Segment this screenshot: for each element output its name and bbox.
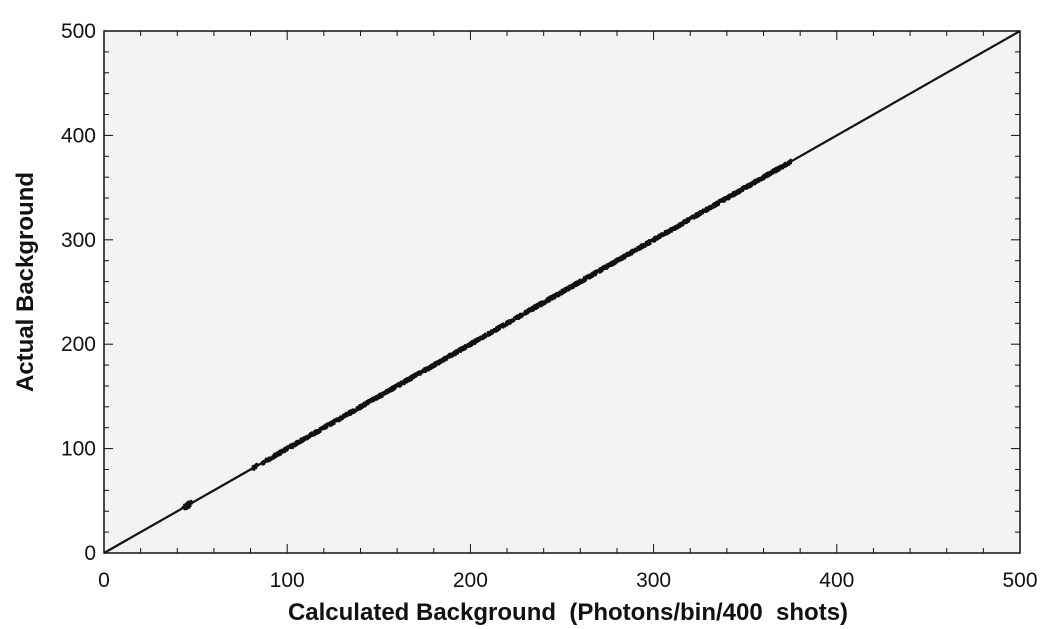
- tick-labels-group: 0 100 200 300 400 500 0 100 200 300 400 500: [61, 20, 1038, 592]
- y-tick-label: 300: [61, 229, 96, 252]
- y-tick-label: 400: [61, 124, 96, 147]
- x-axis-title: Calculated Background (Photons/bin/400 s…: [288, 599, 848, 626]
- y-axis-title: Actual Background: [12, 172, 39, 392]
- plot-frame: [103, 30, 1021, 554]
- x-tick-label: 500: [1002, 569, 1037, 592]
- x-tick-label: 300: [636, 569, 671, 592]
- identity-line: [103, 30, 1021, 554]
- y-tick-label: 500: [61, 20, 96, 43]
- x-tick-label: 400: [819, 569, 854, 592]
- data-point: [185, 501, 189, 505]
- y-tick-label: 200: [61, 333, 96, 356]
- y-tick-label: 100: [61, 438, 96, 461]
- x-tick-label: 100: [270, 569, 305, 592]
- x-tick-label: 0: [98, 569, 110, 592]
- x-tick-label: 200: [453, 569, 488, 592]
- y-tick-label: 0: [84, 542, 96, 565]
